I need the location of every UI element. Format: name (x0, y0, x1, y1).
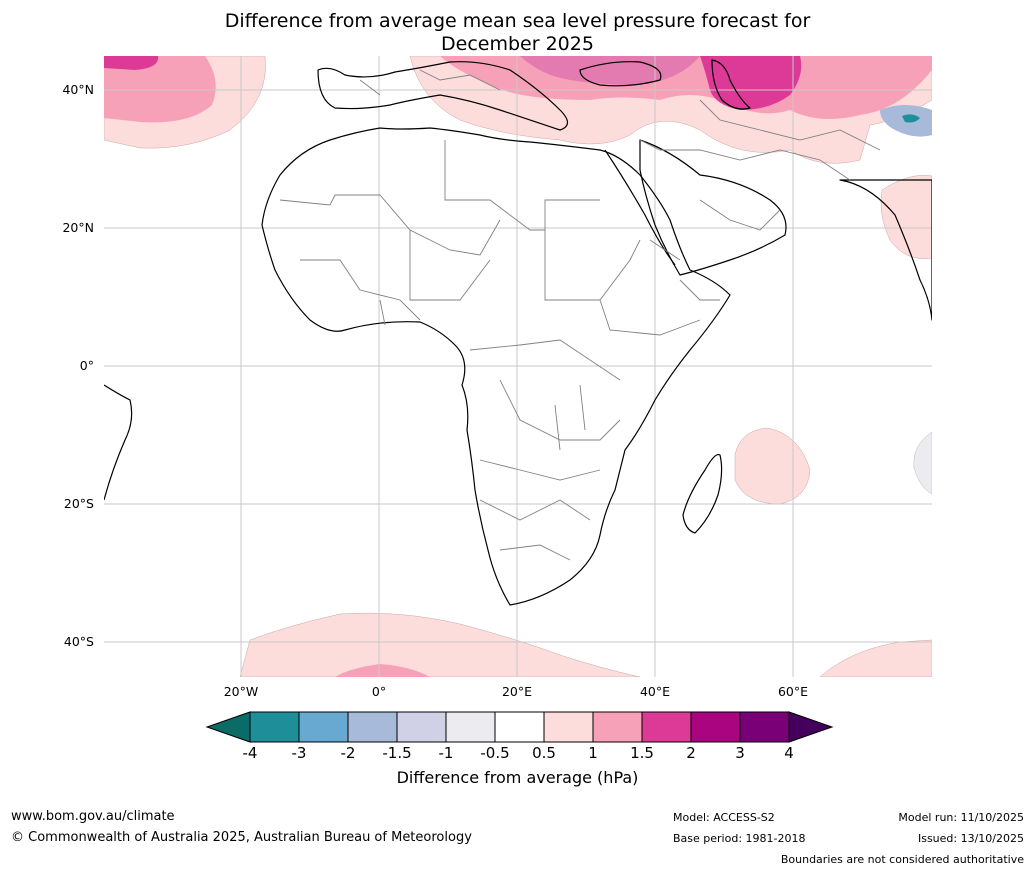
graticule (104, 56, 932, 677)
title-line-1: Difference from average mean sea level p… (224, 10, 811, 32)
model-text: Model: ACCESS-S2 (673, 811, 775, 824)
colorbar-cell (347, 711, 398, 743)
colorbar-tick-label: -1 (438, 744, 454, 762)
colorbar-label: Difference from average (hPa) (396, 768, 639, 787)
colorbar-cell (298, 711, 349, 743)
colorbar-cell (445, 711, 496, 743)
border-line-6 (469, 339, 621, 381)
colorbar-tick-label: 4 (784, 744, 794, 762)
border-line-17 (359, 69, 501, 96)
colorbar-tick-label: 3 (735, 744, 745, 762)
india-coastline (839, 179, 932, 321)
red-sea-coastline (604, 149, 676, 266)
madagascar-coastline (682, 453, 723, 534)
anomaly-region-india-light (880, 175, 932, 259)
anomaly-region-southern-ocean-mid (335, 664, 430, 677)
africa-coastline (261, 127, 731, 606)
colorbar-tick-label: -0.5 (480, 744, 510, 762)
border-line-7 (499, 379, 621, 441)
anomaly-region-atlantic-north-high (104, 56, 159, 70)
border-line-2 (409, 230, 491, 301)
colorbar-extend-min (205, 711, 251, 743)
colorbar-cell (249, 711, 300, 743)
lon-label-20e: 20°E (501, 684, 533, 699)
border-line-5 (599, 299, 701, 336)
lon-label-20w: 20°W (223, 684, 259, 699)
anomaly-region-atlantic-north-mid (104, 56, 216, 123)
south-america-coastline (104, 384, 133, 501)
colorbar-cell (739, 711, 790, 743)
colorbar-tick-label: 1 (588, 744, 598, 762)
border-line-12 (279, 194, 361, 291)
colorbar-tick-label: -2 (340, 744, 356, 762)
europe-coastline (317, 61, 569, 131)
lat-label-20s: 20°S (63, 496, 94, 511)
disclaimer-text: Boundaries are not considered authoritat… (780, 853, 1024, 866)
anomaly-region-indian-ocean-negative (913, 431, 932, 495)
website-text: www.bom.gov.au/climate (11, 809, 175, 824)
base-period-text: Base period: 1981-2018 (673, 832, 806, 845)
colorbar-tick-label: -3 (291, 744, 307, 762)
model-run-text: Model run: 11/10/2025 (898, 811, 1024, 824)
border-line-13 (359, 289, 421, 326)
colorbar-cell (641, 711, 692, 743)
copyright-text: © Commonwealth of Australia 2025, Austra… (11, 830, 472, 845)
lon-label-40e: 40°E (639, 684, 671, 699)
border-line-16 (639, 139, 851, 181)
colorbar-cell (543, 711, 594, 743)
black-sea-coastline (579, 61, 662, 87)
colorbar-tick-label: 1.5 (630, 744, 654, 762)
lat-label-20n: 20°N (62, 220, 94, 235)
anomaly-region-madagascar-light (734, 427, 811, 505)
border-line-10 (499, 544, 571, 561)
colorbar-tick-label: -1.5 (382, 744, 412, 762)
border-line-3 (444, 140, 600, 231)
border-line-9 (479, 499, 591, 521)
border-line-1 (335, 194, 501, 256)
lon-label-60e: 60°E (777, 684, 809, 699)
colorbar-cell (396, 711, 447, 743)
colorbar-cell (494, 711, 545, 743)
anomaly-region-himalaya-strong-negative (902, 114, 920, 123)
anomaly-region-southern-ocean-light (239, 612, 641, 677)
arabia-coastline (639, 139, 787, 276)
issued-text: Issued: 13/10/2025 (917, 832, 1024, 845)
colorbar-tick-label: 0.5 (532, 744, 556, 762)
border-line-11 (554, 384, 586, 451)
lat-label-40n: 40°N (62, 82, 94, 97)
colorbar-tick-label: -4 (242, 744, 258, 762)
map-title: Difference from average mean sea level p… (0, 10, 1035, 56)
colorbar-extend-max (788, 711, 834, 743)
caspian-coastline (711, 59, 751, 110)
colorbar-cell (592, 711, 643, 743)
border-line-18 (699, 99, 881, 151)
title-line-2: December 2025 (441, 33, 594, 55)
lat-label-40s: 40°S (63, 634, 94, 649)
colorbar-cell (690, 711, 741, 743)
anomaly-region-southeast-light (819, 639, 932, 677)
border-line-8 (479, 459, 601, 481)
lat-label-equator: 0° (79, 358, 94, 373)
border-line-15 (699, 199, 781, 231)
colorbar-tick-label: 2 (686, 744, 696, 762)
lon-label-0: 0° (371, 684, 387, 699)
border-line-14 (649, 239, 720, 301)
country-borders (279, 69, 881, 561)
